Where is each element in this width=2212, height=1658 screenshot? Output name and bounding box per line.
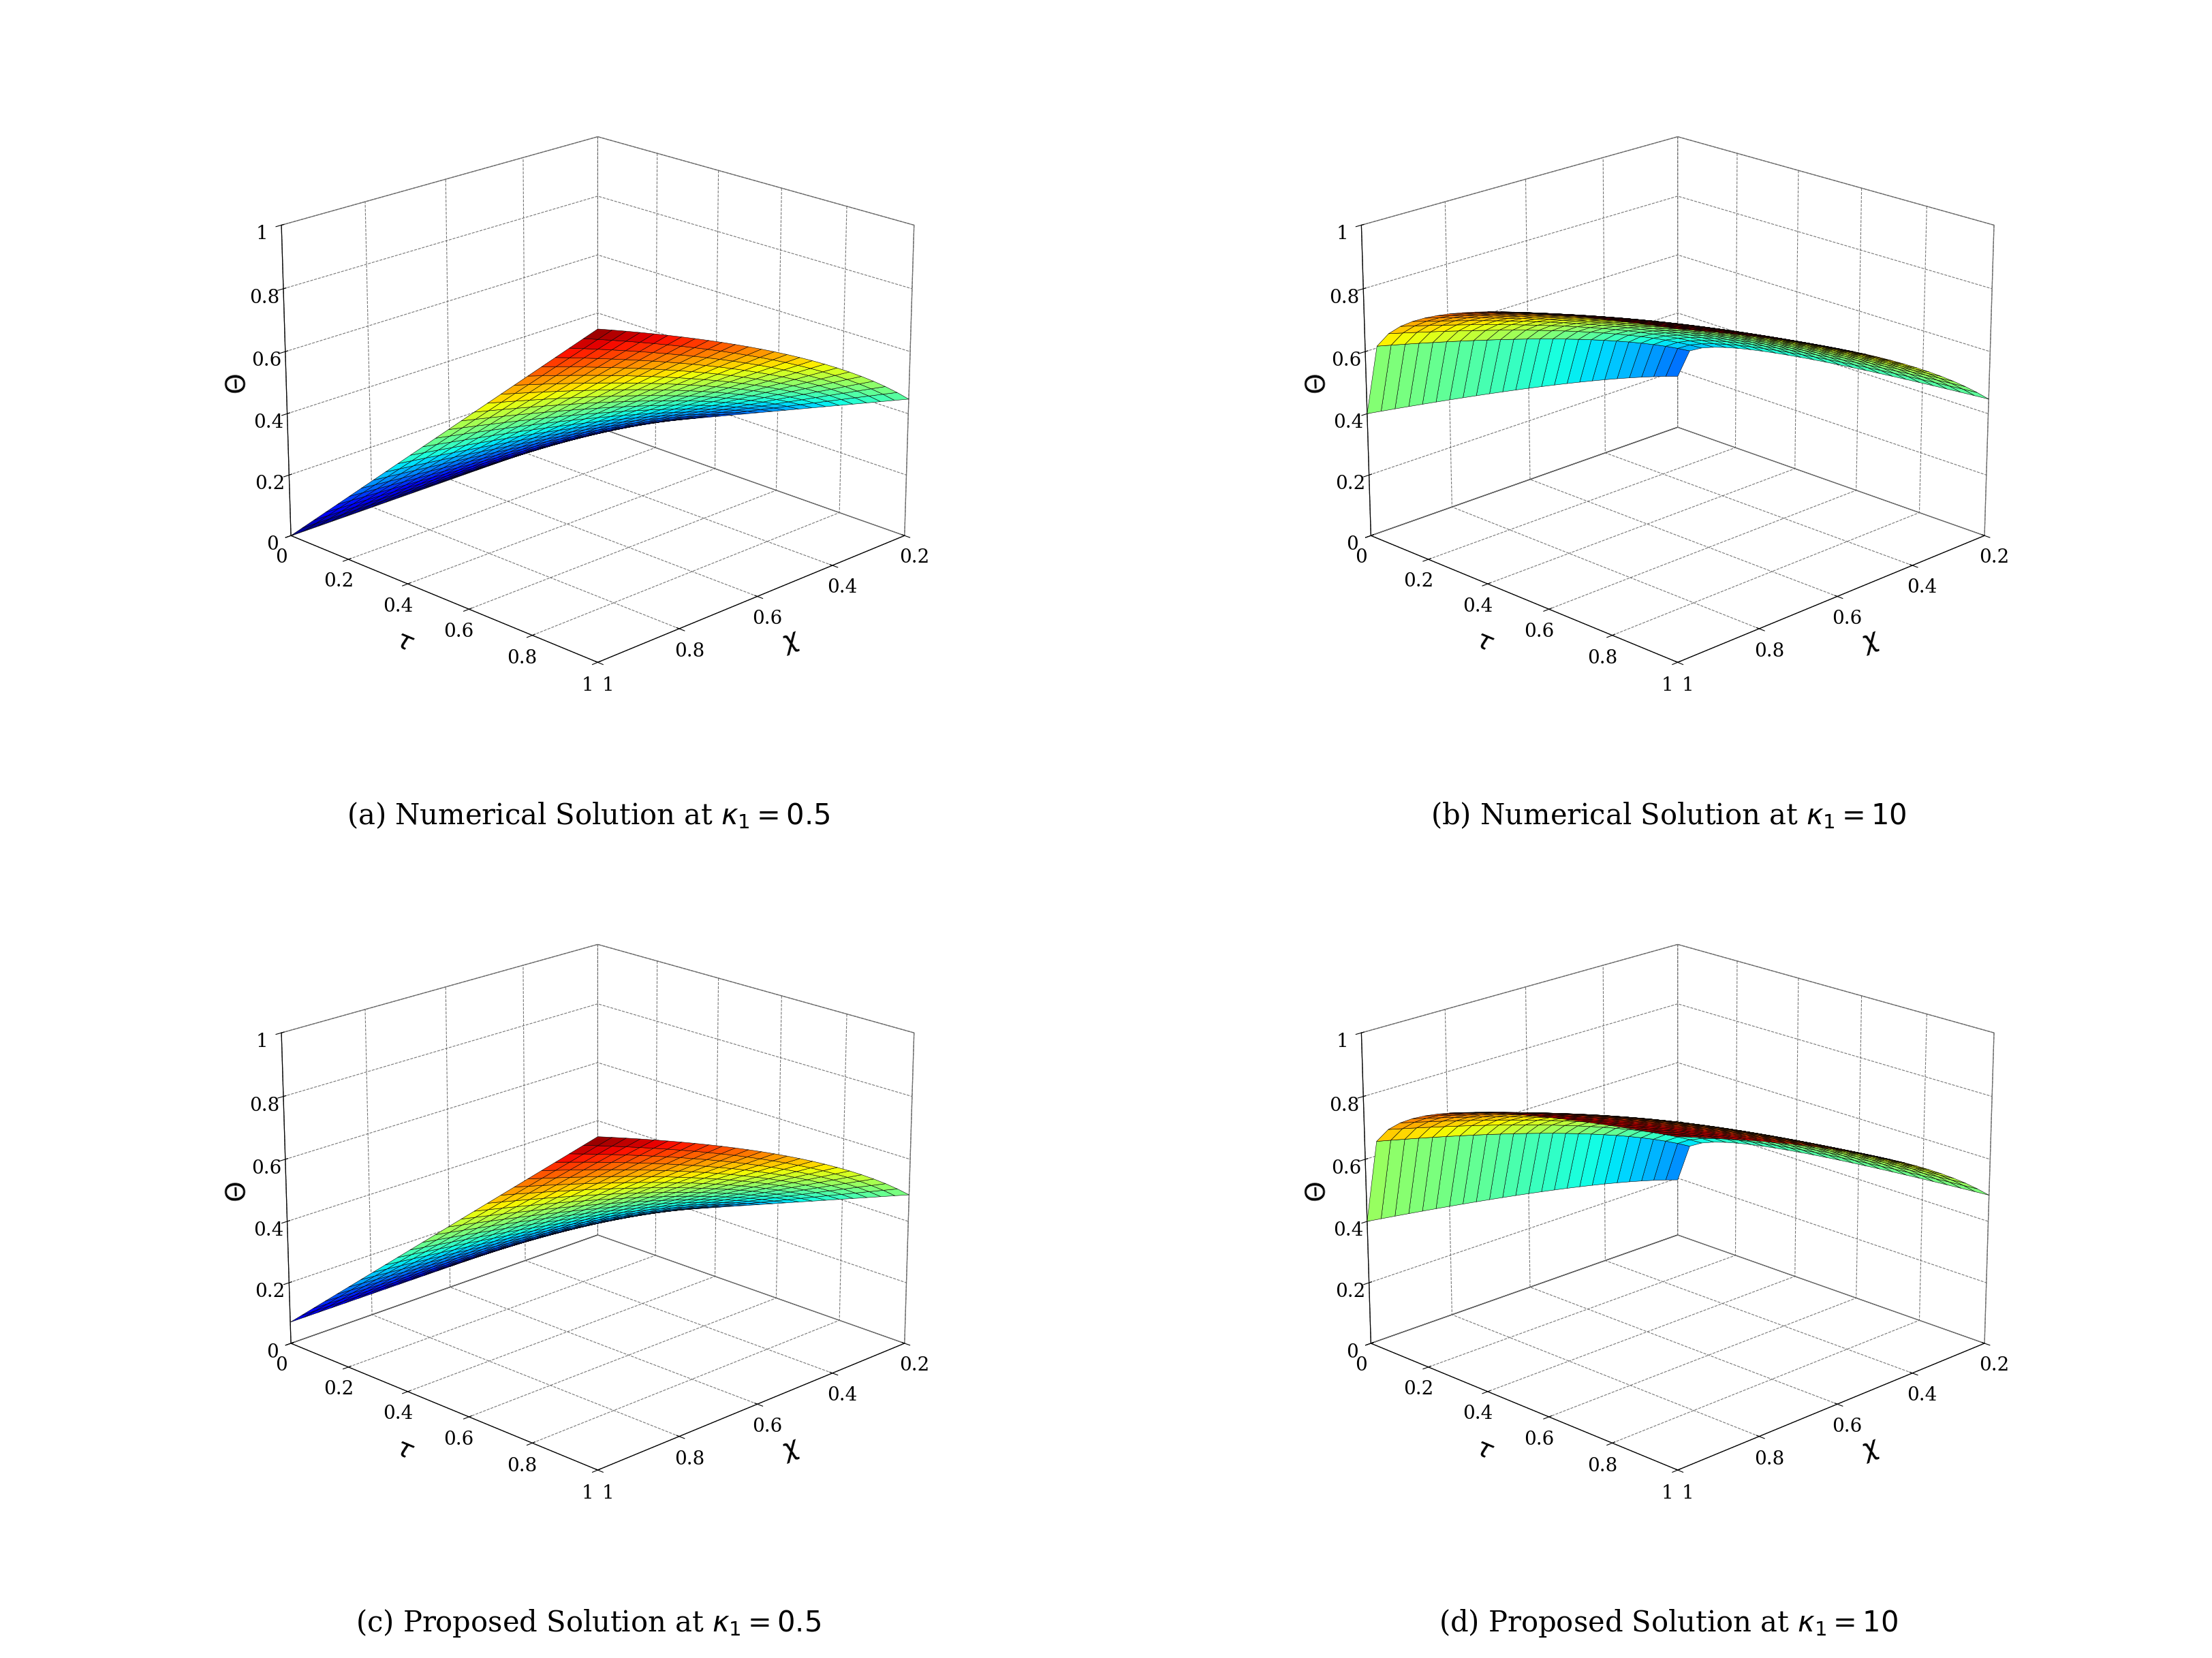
X-axis label: $\chi$: $\chi$	[1858, 627, 1885, 657]
Y-axis label: $\tau$: $\tau$	[392, 1434, 416, 1464]
Title: (c) Proposed Solution at $\kappa_1 = 0.5$: (c) Proposed Solution at $\kappa_1 = 0.5…	[356, 1608, 821, 1640]
Y-axis label: $\tau$: $\tau$	[392, 627, 416, 657]
Title: (d) Proposed Solution at $\kappa_1 = 10$: (d) Proposed Solution at $\kappa_1 = 10$	[1438, 1608, 1898, 1640]
Title: (b) Numerical Solution at $\kappa_1 = 10$: (b) Numerical Solution at $\kappa_1 = 10…	[1429, 801, 1907, 831]
Title: (a) Numerical Solution at $\kappa_1 = 0.5$: (a) Numerical Solution at $\kappa_1 = 0.…	[347, 801, 830, 831]
Y-axis label: $\tau$: $\tau$	[1471, 627, 1498, 657]
X-axis label: $\chi$: $\chi$	[779, 627, 805, 657]
X-axis label: $\chi$: $\chi$	[779, 1434, 805, 1466]
X-axis label: $\chi$: $\chi$	[1858, 1434, 1885, 1466]
Y-axis label: $\tau$: $\tau$	[1471, 1434, 1498, 1464]
